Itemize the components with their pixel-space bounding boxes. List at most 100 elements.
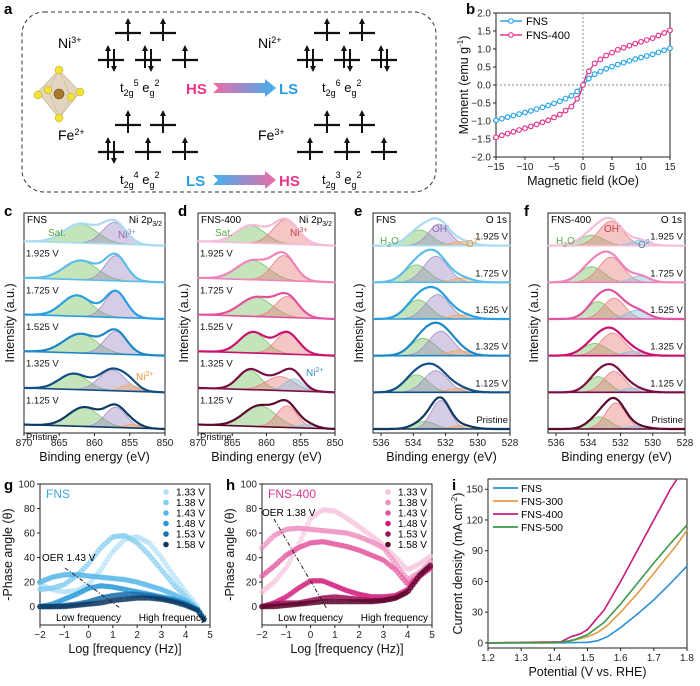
- panel-label-b: b: [466, 1, 475, 18]
- peak-label-h2o: H2O: [380, 236, 399, 249]
- arrow-head: [359, 18, 365, 24]
- series-138V: 1.38 V: [259, 498, 434, 582]
- legend-marker: [163, 499, 169, 506]
- y-axis-label: Intensity (a.u.): [352, 283, 366, 362]
- data-point: [568, 92, 575, 99]
- trace-label: 1.725 V: [26, 285, 59, 296]
- panel-f-xps-o-fns400: 536 534 532 530 528 Binding energy (eV) Intens…: [527, 212, 694, 464]
- data-point: [493, 117, 499, 124]
- legend-label: 1.33 V: [398, 488, 427, 499]
- x-tick-label: 5: [429, 630, 435, 641]
- dashed-border: [21, 11, 437, 193]
- data-point: [510, 128, 517, 135]
- y-tick-label: 2.0: [477, 9, 491, 20]
- data-point: [539, 119, 546, 126]
- electron-config-left: t2g5 eg2: [120, 78, 160, 98]
- electron-config-left: t2g4 eg2: [120, 170, 160, 190]
- x-ticks: −2 −1 0 1 2 3 4 5: [256, 625, 435, 641]
- trace-label: Pristine: [26, 432, 58, 443]
- x-tick-label: 865: [51, 438, 68, 449]
- data-point: [562, 107, 569, 114]
- axes-frame: [39, 483, 211, 626]
- data-point: [620, 44, 627, 51]
- data-point: [498, 132, 505, 139]
- x-axis-label: Magnetic field (kOe): [527, 174, 639, 188]
- arrow-head: [160, 18, 166, 24]
- legend-label: FNS-400: [526, 30, 570, 42]
- legend-label: 1.38 V: [398, 498, 427, 509]
- xps-trace: 1.725 V: [197, 250, 336, 296]
- xps-trace: 1.925 V: [547, 216, 686, 247]
- data-point: [609, 63, 615, 70]
- x-axis-label: Log [frequency (Hz)]: [68, 642, 181, 656]
- xps-trace: 1.925 V: [372, 217, 511, 247]
- data-point: [522, 125, 528, 132]
- arrow-head: [359, 110, 365, 116]
- y-tick-label: 100: [18, 480, 35, 491]
- y-tick-label: 60: [246, 529, 258, 540]
- xps-trace: 1.125 V: [547, 363, 686, 394]
- x-tick-label: 1.8: [680, 653, 694, 664]
- data-point: [620, 59, 627, 66]
- xps-trace: Pristine: [548, 396, 685, 431]
- axes-frame: [372, 212, 511, 434]
- data-point: [574, 88, 581, 95]
- data-point: [667, 45, 673, 52]
- trace-label: 1.125 V: [200, 395, 233, 406]
- trace-label: 1.525 V: [200, 322, 233, 333]
- legend-label: FNS-500: [521, 522, 563, 534]
- sample-label: FNS: [46, 487, 70, 501]
- trace-label: 1.325 V: [200, 359, 233, 370]
- envelope-line: [198, 250, 335, 284]
- xps-trace: 1.525 V: [23, 289, 166, 333]
- envelope-line: [24, 403, 165, 431]
- envelope-line: [24, 367, 165, 394]
- spin-state-label: LS: [279, 81, 298, 98]
- sample-label: FNS-400: [551, 215, 591, 226]
- data-point: [643, 37, 650, 43]
- oer-annotation: OER 1.38 V: [262, 508, 316, 519]
- x-axis-label: Binding energy (eV): [386, 450, 496, 464]
- panel-label-a: a: [4, 1, 13, 18]
- peak-label-oh: OH-: [604, 223, 622, 235]
- legend-label: FNS: [526, 16, 548, 28]
- series-fns-400: FNS-400: [493, 27, 673, 141]
- x-tick-label: 4: [183, 630, 189, 641]
- envelope-line: [198, 291, 335, 321]
- data-point: [614, 61, 621, 68]
- legend-marker: [385, 541, 391, 548]
- legend-marker: [163, 510, 169, 516]
- electron-config-right: t2g6 eg2: [322, 78, 362, 98]
- panel-c-xps-ni-fns: 870 865 860 855 850 Binding energy (eV) Intens…: [3, 212, 174, 464]
- peak-label-h2o: H2O: [556, 236, 575, 249]
- x-tick-label: 2: [356, 630, 362, 641]
- background-line: [23, 240, 166, 247]
- arrow-head: [182, 45, 188, 51]
- sample-label: FNS-400: [201, 215, 241, 226]
- peak-label-oh: OH-: [432, 223, 450, 235]
- eg-orbital: [349, 18, 375, 41]
- xps-trace: 1.325 V: [547, 326, 686, 357]
- legend-marker: [508, 18, 514, 24]
- data-point: [498, 115, 505, 122]
- xps-trace: 1.725 V: [372, 248, 511, 284]
- data-point: [527, 123, 534, 130]
- y-axis-label: -Phase angle (θ): [223, 508, 237, 600]
- background-line: [197, 240, 336, 247]
- x-tick-label: 3: [381, 630, 387, 641]
- x-tick-label: 1: [110, 630, 116, 641]
- data-point: [516, 127, 523, 133]
- x-tick-label: 5: [609, 162, 615, 173]
- data-point: [510, 112, 517, 119]
- xps-trace: 1.525 V: [548, 288, 685, 321]
- t2g-orbital: [334, 45, 360, 72]
- y-tick-label: 90: [472, 546, 484, 557]
- t2g-orbital: [135, 45, 161, 72]
- y-tick-label: 40: [246, 553, 258, 564]
- region-label: Ni 2p3/2: [129, 215, 162, 228]
- data-point: [597, 56, 604, 63]
- y-axis-label: Intensity (a.u.): [177, 283, 191, 362]
- axes-frame: [547, 212, 686, 434]
- x-tick-label: 1.3: [514, 653, 528, 664]
- sample-label: FNS: [27, 215, 47, 226]
